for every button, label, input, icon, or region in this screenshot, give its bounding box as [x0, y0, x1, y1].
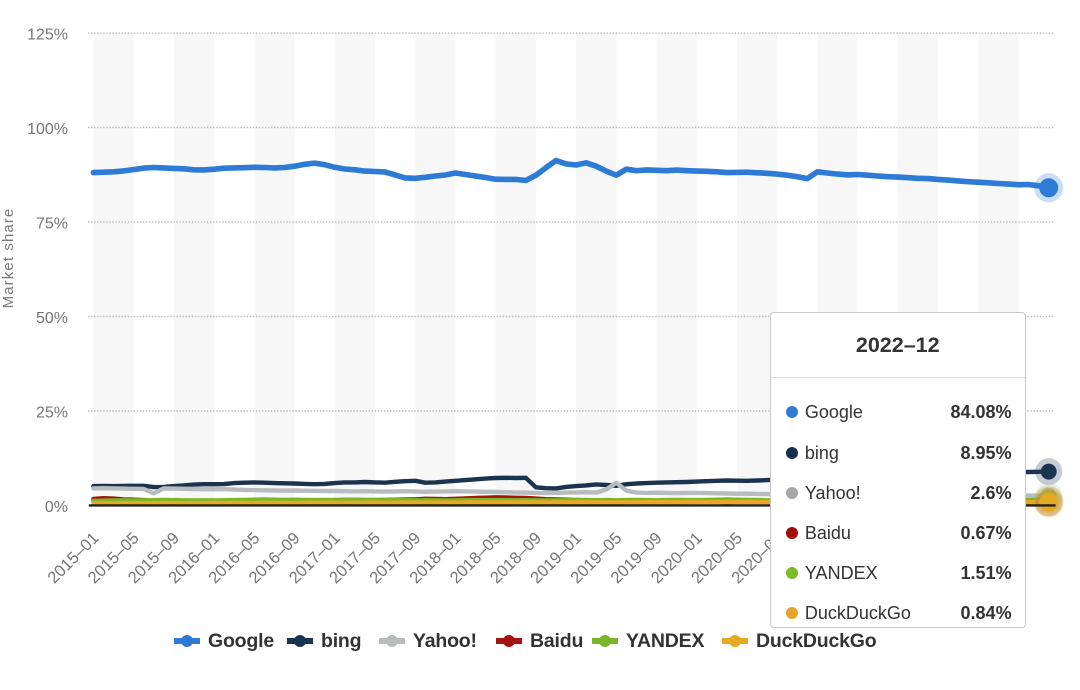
svg-text:75%: 75% — [36, 216, 68, 233]
svg-text:50%: 50% — [36, 310, 68, 327]
svg-text:0%: 0% — [45, 499, 68, 516]
svg-text:25%: 25% — [36, 405, 68, 422]
svg-text:Market share: Market share — [0, 208, 17, 309]
svg-text:125%: 125% — [27, 27, 68, 44]
svg-text:100%: 100% — [27, 121, 68, 138]
